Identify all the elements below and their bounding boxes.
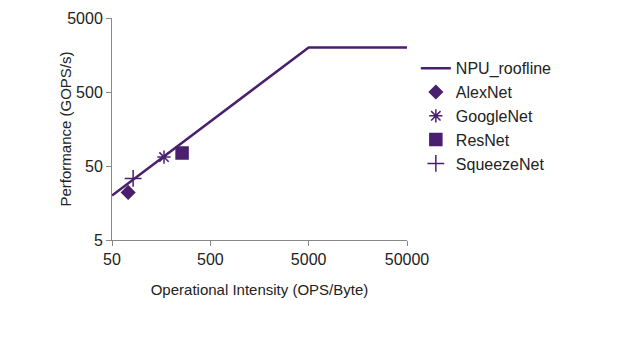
svg-text:5000: 5000 — [291, 251, 327, 268]
svg-text:5: 5 — [94, 232, 103, 249]
svg-text:AlexNet: AlexNet — [456, 84, 513, 101]
svg-text:500: 500 — [76, 84, 103, 101]
svg-text:500: 500 — [197, 251, 224, 268]
svg-text:50000: 50000 — [385, 251, 430, 268]
svg-text:50: 50 — [85, 158, 103, 175]
svg-text:NPU_roofline: NPU_roofline — [456, 60, 551, 78]
svg-text:50: 50 — [103, 251, 121, 268]
svg-text:SqueezeNet: SqueezeNet — [456, 156, 545, 173]
svg-text:GoogleNet: GoogleNet — [456, 108, 533, 125]
svg-text:ResNet: ResNet — [456, 132, 510, 149]
svg-text:Operational Intensity (OPS/Byt: Operational Intensity (OPS/Byte) — [151, 281, 369, 298]
svg-text:Performance (GOPS/s): Performance (GOPS/s) — [57, 51, 74, 206]
svg-text:5000: 5000 — [67, 10, 103, 27]
